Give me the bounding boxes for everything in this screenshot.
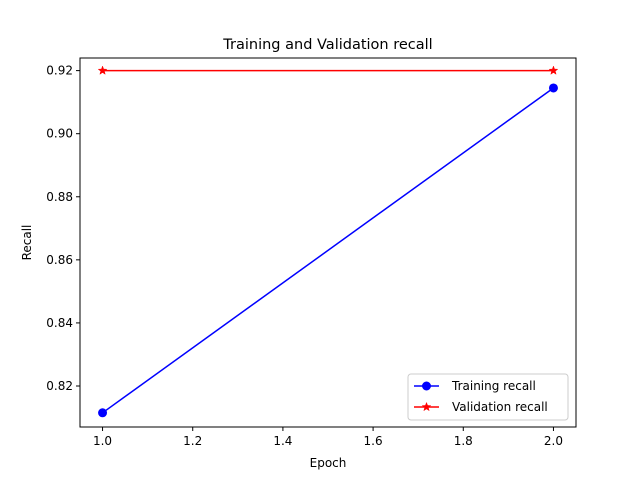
legend-label-validation-recall: Validation recall [452, 400, 548, 414]
x-tick-label: 2.0 [544, 434, 563, 448]
legend-entries: Training recall Validation recall [414, 379, 548, 414]
x-axis-label: Epoch [310, 456, 347, 470]
series-layer [97, 65, 559, 418]
x-tick-label: 1.6 [364, 434, 383, 448]
y-tick-label: 0.88 [46, 190, 73, 204]
legend-marker-validation-recall [421, 401, 432, 412]
plot-frame [79, 57, 577, 428]
x-tick-label: 1.8 [454, 434, 473, 448]
y-tick-label: 0.86 [46, 253, 73, 267]
y-ticks: 0.82 0.84 0.86 0.88 0.90 0.92 [46, 64, 80, 393]
legend-marker-training-recall [422, 381, 431, 391]
y-tick-label: 0.92 [46, 64, 73, 78]
legend: Training recall Validation recall [407, 373, 569, 421]
validation-recall-point [97, 65, 108, 75]
training-recall-line [102, 87, 554, 414]
y-tick-label: 0.84 [46, 316, 73, 330]
y-tick-label: 0.90 [46, 127, 73, 141]
x-tick-label: 1.4 [273, 434, 292, 448]
legend-label-training-recall: Training recall [451, 379, 536, 393]
validation-recall-point [548, 65, 559, 75]
y-tick-label: 0.82 [46, 379, 73, 393]
chart-title: Training and Validation recall [222, 37, 432, 53]
plot-area [80, 58, 576, 427]
legend-box [407, 373, 569, 421]
x-tick-label: 1.2 [183, 434, 202, 448]
training-recall-point [98, 408, 108, 418]
x-ticks: 1.0 1.2 1.4 1.6 1.8 2.0 [93, 427, 563, 448]
training-recall-point [548, 83, 558, 93]
x-tick-label: 1.0 [93, 434, 112, 448]
y-axis-label: Recall [20, 225, 34, 261]
